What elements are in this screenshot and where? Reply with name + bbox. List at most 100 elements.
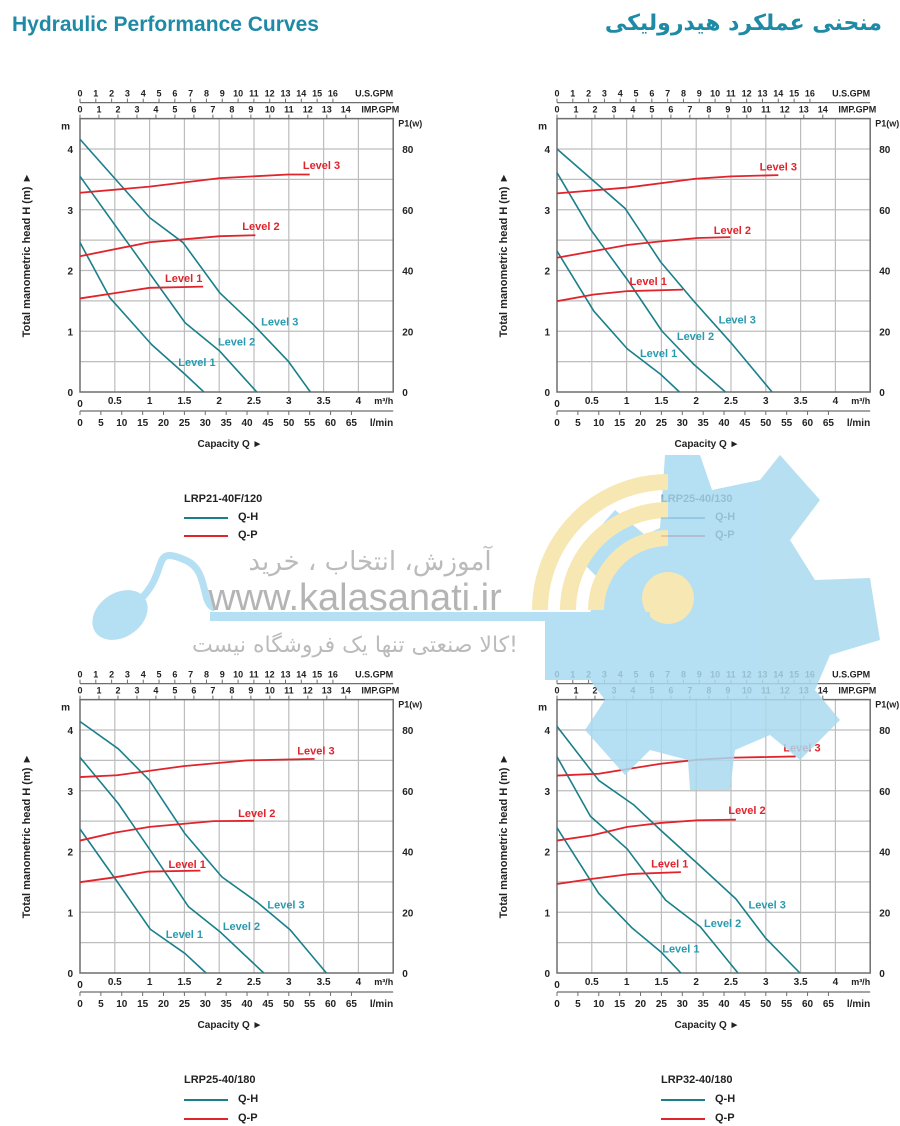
legend-title: LRP21-40F/120 (184, 493, 263, 505)
y-tick-label: 3 (544, 206, 550, 217)
x2-tick-label: 50 (283, 999, 295, 1010)
x-tick-label: 0.5 (585, 396, 599, 407)
x2-tick-label: 55 (781, 418, 793, 429)
imp-gpm-tick-label: 11 (284, 686, 294, 696)
y-unit-label: m (61, 703, 70, 714)
page-title-persian: منحنی عملکرد هیدرولیکی (604, 11, 882, 36)
x2-tick-label: 50 (760, 999, 772, 1010)
plot-frame (79, 698, 394, 974)
imp-gpm-tick-label: 14 (341, 105, 351, 115)
q-h-curve-level-2 (556, 172, 726, 393)
imp-gpm-tick-label: 6 (191, 105, 196, 115)
us-gpm-tick-label: 6 (649, 670, 654, 680)
imp-gpm-tick-label: 0 (77, 686, 82, 696)
q-h-series-label: Level 1 (178, 357, 215, 369)
us-gpm-tick-label: 9 (220, 89, 225, 99)
us-gpm-tick-label: 1 (570, 89, 575, 99)
legend-label: Q-P (238, 529, 258, 541)
x-tick-label: 0.5 (108, 396, 122, 407)
imp-gpm-tick-label: 3 (611, 686, 616, 696)
imp-gpm-tick-label: 10 (742, 105, 752, 115)
legend-swatch-q-p (184, 1118, 228, 1120)
us-gpm-unit-label: U.S.GPM (355, 670, 393, 680)
imp-gpm-tick-label: 9 (248, 686, 253, 696)
imp-gpm-tick-label: 10 (742, 686, 752, 696)
y-tick-label: 0 (67, 388, 73, 399)
us-gpm-tick-label: 9 (697, 670, 702, 680)
imp-gpm-tick-label: 2 (115, 105, 120, 115)
q-h-series-label: Level 3 (719, 315, 756, 327)
q-h-curve-level-2 (556, 756, 739, 974)
us-gpm-tick-label: 11 (726, 89, 736, 99)
imp-gpm-tick-label: 12 (780, 686, 790, 696)
q-h-curve-level-2 (79, 175, 258, 393)
x2-tick-label: 45 (262, 999, 274, 1010)
x2-tick-label: 55 (304, 418, 316, 429)
legend-label: Q-P (715, 1112, 735, 1124)
q-h-curve-level-1 (79, 242, 205, 393)
q-p-series-label: Level 2 (238, 808, 275, 820)
us-gpm-tick-label: 16 (805, 89, 815, 99)
q-p-curve-level-2 (556, 236, 731, 259)
x-tick-label: 3.5 (317, 396, 331, 407)
y-tick-label: 0 (67, 969, 73, 980)
us-gpm-tick-label: 10 (233, 670, 243, 680)
us-gpm-tick-label: 5 (157, 89, 162, 99)
y-tick-label: 0 (544, 388, 550, 399)
q-h-curve-level-1 (79, 828, 207, 974)
x2-tick-label: 40 (241, 999, 253, 1010)
q-h-curve-level-3 (79, 720, 327, 974)
us-gpm-tick-label: 14 (773, 670, 783, 680)
x2-tick-label: 25 (179, 999, 191, 1010)
legend-item-q-h: Q-H (661, 511, 781, 525)
us-gpm-tick-label: 2 (586, 89, 591, 99)
x-tick-label: 3 (286, 396, 292, 407)
us-gpm-tick-label: 3 (125, 89, 130, 99)
x-tick-label: 4 (356, 396, 362, 407)
y2-tick-label: 40 (402, 848, 414, 859)
imp-gpm-tick-label: 9 (725, 686, 730, 696)
us-gpm-tick-label: 4 (141, 670, 146, 680)
x-tick-label: 1 (624, 977, 630, 988)
imp-gpm-tick-label: 12 (303, 686, 313, 696)
us-gpm-tick-label: 10 (233, 89, 243, 99)
x2-tick-label: 55 (304, 999, 316, 1010)
legend-swatch-q-h (661, 1099, 705, 1101)
us-gpm-tick-label: 12 (265, 89, 275, 99)
legend-item-q-p: Q-P (661, 1112, 781, 1126)
q-p-curve-level-2 (79, 819, 255, 842)
us-gpm-tick-label: 8 (204, 670, 209, 680)
x2-tick-label: 65 (823, 999, 835, 1010)
q-p-series-label: Level 3 (760, 162, 797, 174)
x2-tick-label: 5 (98, 418, 104, 429)
x-tick-label: 1.5 (654, 396, 668, 407)
us-gpm-tick-label: 13 (280, 670, 290, 680)
y-axis-label: Total manometric head H (m) ► (498, 173, 510, 338)
x2-tick-label: 10 (593, 999, 605, 1010)
imp-gpm-tick-label: 13 (799, 105, 809, 115)
imp-gpm-tick-label: 10 (265, 686, 275, 696)
x2-tick-label: 45 (262, 418, 274, 429)
x2-tick-label: 65 (823, 418, 835, 429)
y-axis-label: Total manometric head H (m) ► (21, 173, 33, 338)
q-p-curve-level-1 (79, 285, 204, 300)
us-gpm-tick-label: 15 (789, 89, 799, 99)
x2-tick-label: 45 (739, 418, 751, 429)
y2-tick-label: 20 (879, 908, 891, 919)
x-axis-label: Capacity Q ► (198, 1020, 263, 1031)
x2-tick-label: 40 (718, 999, 730, 1010)
x-tick-label: 3.5 (317, 977, 331, 988)
x-tick-label: 3 (763, 977, 769, 988)
us-gpm-tick-label: 14 (296, 670, 306, 680)
legend-item-q-p: Q-P (661, 529, 781, 543)
x-tick-label: 1 (624, 396, 630, 407)
imp-gpm-tick-label: 1 (573, 686, 578, 696)
y-tick-label: 1 (67, 327, 73, 338)
x2-tick-label: 20 (158, 999, 170, 1010)
us-gpm-tick-label: 15 (789, 670, 799, 680)
x-tick-label: 2 (693, 396, 699, 407)
us-gpm-tick-label: 2 (109, 89, 114, 99)
x2-tick-label: 20 (635, 418, 647, 429)
